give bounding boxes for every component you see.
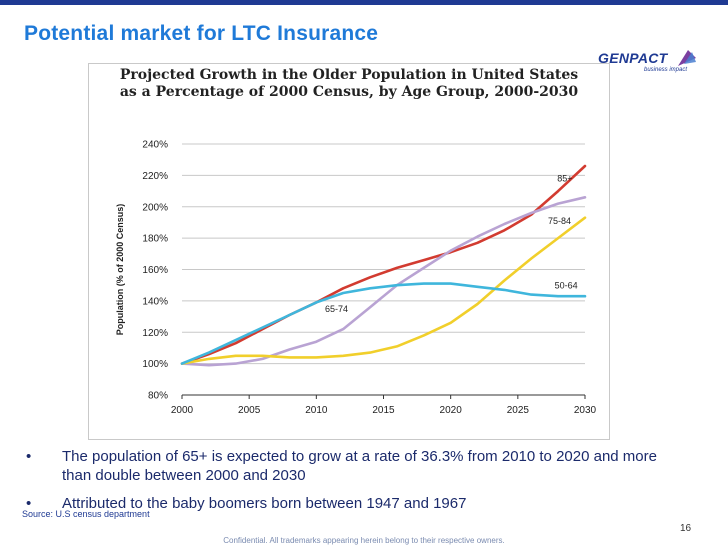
y-tick-label: 80%	[148, 391, 168, 402]
x-tick-label: 2020	[440, 405, 463, 416]
chart-title-line2: as a Percentage of 2000 Census, by Age G…	[119, 84, 579, 100]
bullet-text: The population of 65+ is expected to gro…	[62, 448, 657, 484]
genpact-mark-icon	[678, 50, 696, 66]
genpact-logo: GENPACT business impact	[598, 48, 708, 78]
x-tick-label: 2005	[238, 405, 261, 416]
y-tick-label: 220%	[142, 171, 168, 182]
line-chart: 80% 100% 120% 140% 160% 180% 200% 220% 240% 2000 2…	[115, 140, 597, 417]
top-accent-bar	[0, 0, 728, 5]
y-tick-label: 100%	[142, 359, 168, 370]
x-tick-label: 2000	[171, 405, 194, 416]
series-label-75-84: 75-84	[548, 216, 571, 226]
y-tick-label: 140%	[142, 296, 168, 307]
x-tick-label: 2025	[507, 405, 530, 416]
series-line-75-84	[180, 196, 587, 367]
series-line-85+	[180, 164, 587, 365]
series-line-65-74	[180, 216, 587, 365]
logo-tagline: business impact	[644, 67, 688, 73]
series-label-65-74: 65-74	[325, 304, 348, 314]
series-line-50-64	[180, 282, 587, 365]
series-label-85+: 85+	[557, 174, 572, 184]
y-tick-label: 240%	[142, 140, 168, 151]
x-tick-label: 2030	[574, 405, 597, 416]
source-note: Source: U.S census department	[22, 509, 150, 519]
page-number: 16	[680, 523, 692, 534]
y-axis-label: Population (% of 2000 Census)	[115, 204, 125, 336]
x-tick-label: 2015	[372, 405, 395, 416]
page-title: Potential market for LTC Insurance	[24, 22, 379, 45]
bullet-list: • The population of 65+ is expected to g…	[22, 447, 682, 513]
y-tick-label: 180%	[142, 234, 168, 245]
bullet-marker: •	[26, 495, 32, 512]
y-tick-label: 200%	[142, 202, 168, 213]
confidential-footer: Confidential. All trademarks appearing h…	[223, 536, 505, 545]
logo-wordmark: GENPACT	[598, 50, 668, 66]
chart-figure: Projected Growth in the Older Population…	[88, 63, 610, 440]
x-tick-label: 2010	[305, 405, 328, 416]
chart-title-line1: Projected Growth in the Older Population…	[119, 67, 579, 83]
bullet-item: • Attributed to the baby boomers born be…	[22, 494, 682, 513]
bullet-item: • The population of 65+ is expected to g…	[22, 447, 682, 485]
bullet-text: Attributed to the baby boomers born betw…	[62, 495, 467, 512]
y-tick-label: 160%	[142, 265, 168, 276]
series-label-50-64: 50-64	[555, 280, 578, 290]
y-tick-label: 120%	[142, 328, 168, 339]
bullet-marker: •	[26, 448, 32, 465]
